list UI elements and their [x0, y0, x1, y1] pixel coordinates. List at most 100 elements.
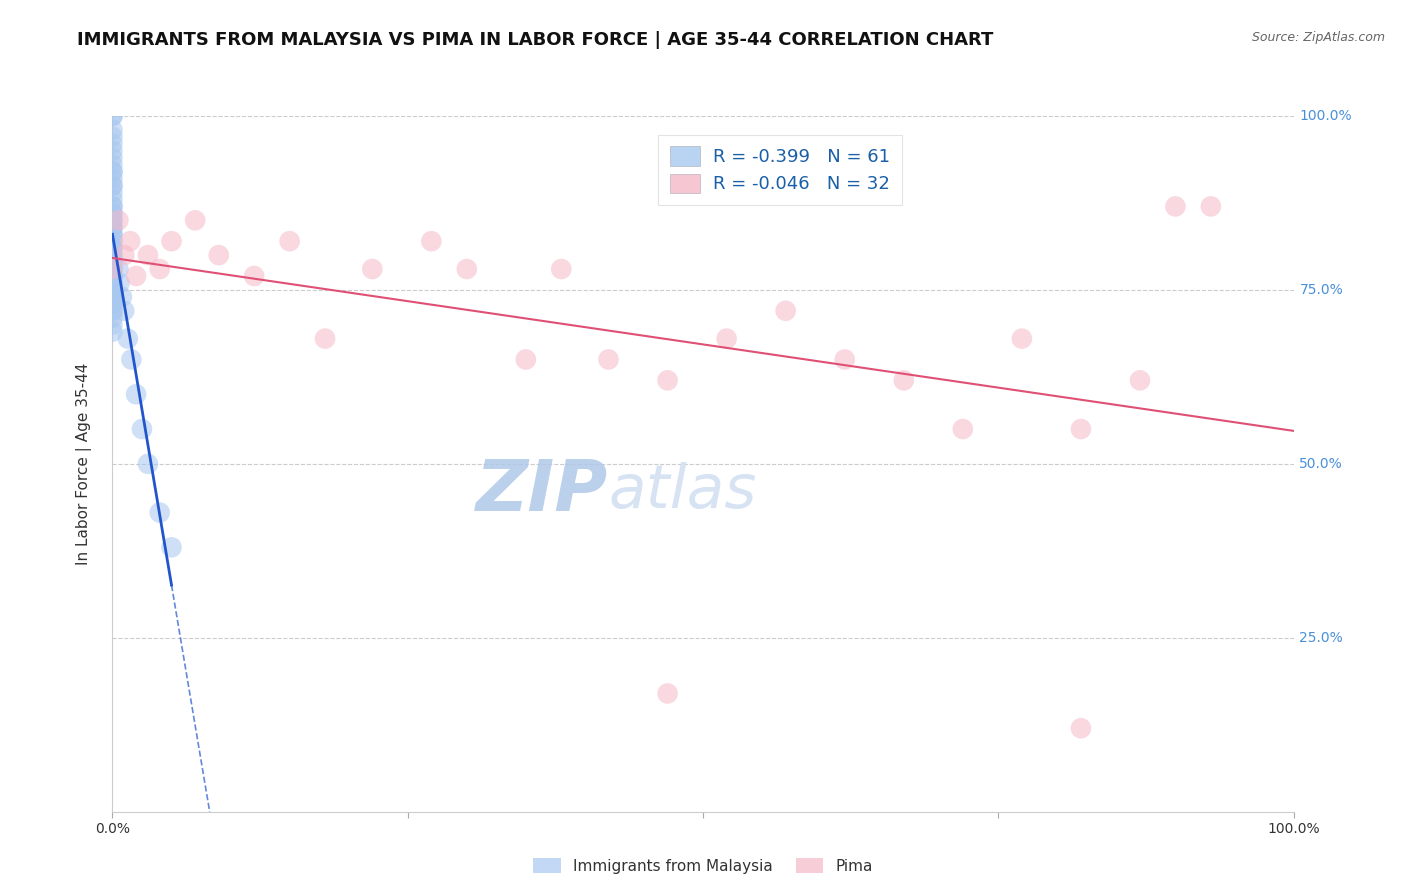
Point	[120, 234, 142, 248]
Point	[101, 276, 124, 290]
Point	[208, 248, 231, 262]
Point	[101, 268, 124, 283]
Point	[598, 352, 620, 367]
Point	[101, 276, 124, 290]
Point	[101, 178, 124, 193]
Point	[101, 227, 124, 242]
Point	[125, 268, 148, 283]
Point	[775, 303, 797, 318]
Point	[243, 268, 266, 283]
Point	[101, 171, 124, 186]
Point	[112, 248, 135, 262]
Point	[101, 255, 124, 269]
Point	[160, 234, 183, 248]
Point	[1199, 199, 1222, 213]
Point	[149, 506, 172, 520]
Point	[1129, 373, 1152, 387]
Point	[657, 686, 679, 700]
Point	[101, 290, 124, 304]
Point	[107, 262, 129, 277]
Point	[101, 129, 124, 144]
Point	[101, 164, 124, 178]
Point	[101, 199, 124, 213]
Point	[515, 352, 537, 367]
Point	[101, 268, 124, 283]
Point	[136, 457, 159, 471]
Point	[101, 206, 124, 220]
Point	[952, 422, 974, 436]
Point	[1070, 422, 1092, 436]
Text: 50.0%: 50.0%	[1299, 457, 1343, 471]
Point	[716, 332, 738, 346]
Point	[101, 283, 124, 297]
Legend: R = -0.399   N = 61, R = -0.046   N = 32: R = -0.399 N = 61, R = -0.046 N = 32	[658, 135, 901, 205]
Legend: Immigrants from Malaysia, Pima: Immigrants from Malaysia, Pima	[527, 852, 879, 880]
Point	[101, 234, 124, 248]
Point	[101, 178, 124, 193]
Point	[101, 255, 124, 269]
Point	[101, 241, 124, 255]
Point	[101, 248, 124, 262]
Point	[361, 262, 384, 277]
Text: IMMIGRANTS FROM MALAYSIA VS PIMA IN LABOR FORCE | AGE 35-44 CORRELATION CHART: IMMIGRANTS FROM MALAYSIA VS PIMA IN LABO…	[77, 31, 994, 49]
Point	[101, 199, 124, 213]
Point	[314, 332, 336, 346]
Point	[101, 241, 124, 255]
Point	[101, 227, 124, 242]
Point	[101, 158, 124, 172]
Point	[101, 290, 124, 304]
Point	[101, 262, 124, 277]
Point	[550, 262, 572, 277]
Point	[101, 234, 124, 248]
Point	[893, 373, 915, 387]
Text: atlas: atlas	[609, 462, 756, 521]
Point	[101, 262, 124, 277]
Point	[131, 422, 153, 436]
Point	[101, 109, 124, 123]
Point	[101, 303, 124, 318]
Point	[101, 164, 124, 178]
Point	[117, 332, 139, 346]
Point	[125, 387, 148, 401]
Point	[101, 144, 124, 158]
Point	[1011, 332, 1033, 346]
Text: ZIP: ZIP	[477, 458, 609, 526]
Point	[101, 283, 124, 297]
Point	[101, 123, 124, 137]
Point	[278, 234, 301, 248]
Point	[101, 213, 124, 227]
Text: Source: ZipAtlas.com: Source: ZipAtlas.com	[1251, 31, 1385, 45]
Point	[184, 213, 207, 227]
Point	[101, 262, 124, 277]
Point	[456, 262, 478, 277]
Point	[120, 352, 142, 367]
Text: 25.0%: 25.0%	[1299, 631, 1343, 645]
Point	[136, 248, 159, 262]
Point	[101, 109, 124, 123]
Point	[420, 234, 443, 248]
Point	[1164, 199, 1187, 213]
Text: 100.0%: 100.0%	[1299, 109, 1353, 123]
Point	[834, 352, 856, 367]
Point	[108, 276, 131, 290]
Point	[101, 318, 124, 332]
Point	[101, 186, 124, 200]
Point	[101, 213, 124, 227]
Point	[101, 220, 124, 235]
Point	[112, 303, 135, 318]
Point	[101, 193, 124, 207]
Point	[101, 248, 124, 262]
Point	[160, 541, 183, 555]
Point	[101, 151, 124, 165]
Point	[149, 262, 172, 277]
Point	[111, 290, 134, 304]
Point	[101, 220, 124, 235]
Point	[101, 303, 124, 318]
Point	[657, 373, 679, 387]
Text: 75.0%: 75.0%	[1299, 283, 1343, 297]
Point	[101, 206, 124, 220]
Y-axis label: In Labor Force | Age 35-44: In Labor Force | Age 35-44	[76, 363, 91, 565]
Point	[101, 136, 124, 151]
Point	[101, 310, 124, 325]
Point	[1070, 721, 1092, 735]
